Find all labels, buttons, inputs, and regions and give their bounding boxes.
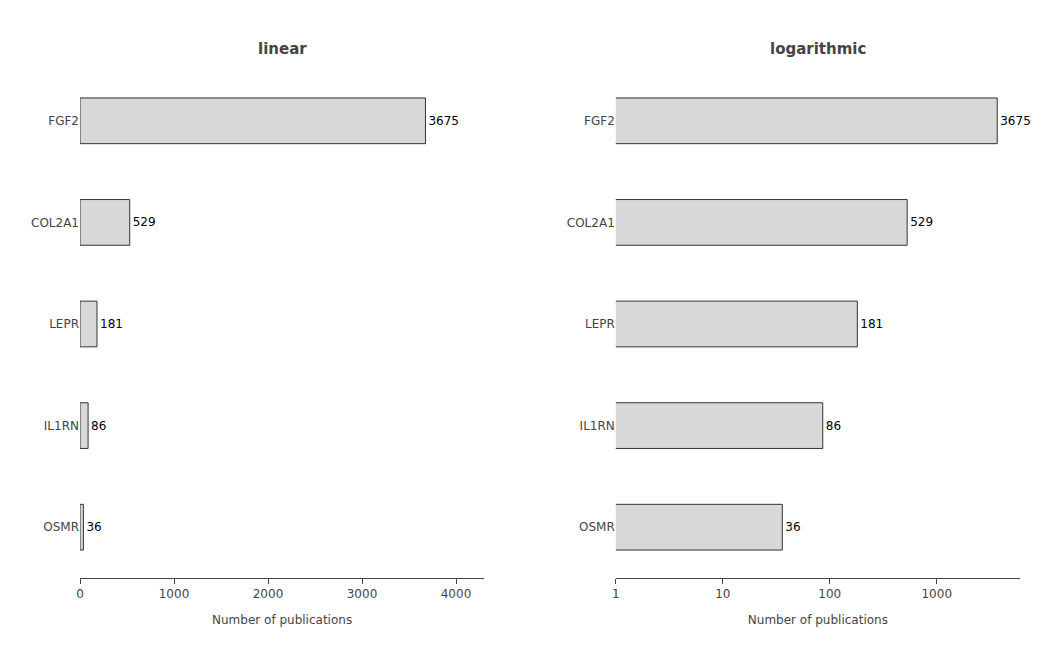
svg-text:0: 0 (76, 587, 84, 601)
svg-text:1000: 1000 (921, 587, 952, 601)
svg-text:OSMR: OSMR (579, 520, 615, 534)
svg-text:1000: 1000 (159, 587, 190, 601)
svg-text:LEPR: LEPR (585, 317, 615, 331)
svg-text:FGF2: FGF2 (48, 114, 79, 128)
svg-text:529: 529 (133, 215, 156, 229)
svg-text:181: 181 (860, 317, 883, 331)
svg-text:3675: 3675 (428, 114, 459, 128)
svg-text:86: 86 (826, 419, 841, 433)
svg-text:3675: 3675 (1000, 114, 1031, 128)
svg-text:100: 100 (818, 587, 841, 601)
svg-text:10: 10 (715, 587, 730, 601)
svg-text:LEPR: LEPR (49, 317, 79, 331)
svg-text:86: 86 (91, 419, 106, 433)
svg-text:logarithmic: logarithmic (770, 40, 866, 58)
svg-text:IL1RN: IL1RN (44, 419, 79, 433)
svg-text:linear: linear (258, 40, 307, 58)
svg-text:4000: 4000 (441, 587, 472, 601)
svg-text:36: 36 (785, 520, 800, 534)
svg-text:OSMR: OSMR (43, 520, 79, 534)
svg-text:Number of publications: Number of publications (748, 613, 888, 627)
svg-text:1: 1 (612, 587, 620, 601)
svg-text:3000: 3000 (347, 587, 378, 601)
svg-text:36: 36 (86, 520, 101, 534)
svg-text:Number of publications: Number of publications (212, 613, 352, 627)
svg-text:FGF2: FGF2 (584, 114, 615, 128)
svg-text:181: 181 (100, 317, 123, 331)
svg-text:COL2A1: COL2A1 (567, 216, 615, 230)
svg-text:IL1RN: IL1RN (580, 419, 615, 433)
svg-text:2000: 2000 (253, 587, 284, 601)
svg-text:COL2A1: COL2A1 (31, 216, 79, 230)
svg-text:529: 529 (910, 215, 933, 229)
